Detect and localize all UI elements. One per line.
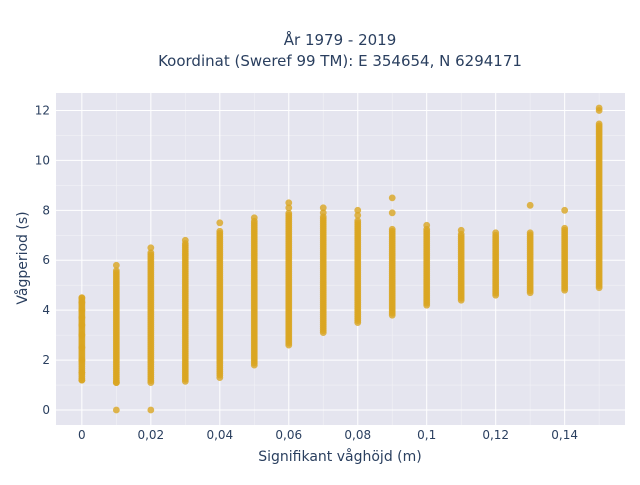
data-point: [561, 206, 569, 214]
y-tick-label: 2: [42, 353, 50, 367]
data-point: [78, 306, 86, 314]
data-point: [78, 356, 86, 364]
data-point: [354, 211, 362, 219]
data-point: [388, 209, 396, 217]
data-point: [112, 379, 120, 386]
data-point: [78, 299, 86, 307]
data-point: [354, 217, 362, 225]
data-point: [285, 209, 293, 217]
data-point: [595, 120, 603, 128]
y-tick-label: 10: [35, 153, 50, 167]
x-tick-label: 0: [78, 428, 86, 442]
data-point: [250, 214, 258, 222]
data-point: [78, 294, 86, 302]
data-point: [78, 331, 86, 339]
data-point: [285, 204, 293, 212]
x-tick-label: 0,04: [206, 428, 233, 442]
data-point: [354, 206, 362, 214]
data-point: [147, 249, 155, 257]
y-tick-label: 6: [42, 253, 50, 267]
data-point: [526, 201, 534, 209]
data-point: [423, 221, 431, 229]
data-point: [216, 227, 224, 235]
data-point: [112, 406, 120, 414]
data-point: [388, 225, 396, 233]
x-tick-labels: 0 0,02 0,04 0,06 0,08 0,1 0,12 0,14: [78, 428, 578, 442]
data-point: [216, 374, 224, 381]
x-tick-label: 0,06: [275, 428, 302, 442]
data-point: [492, 229, 500, 237]
data-point: [78, 376, 86, 384]
data-point: [319, 204, 327, 212]
data-point: [457, 226, 465, 234]
x-tick-label: 0,14: [551, 428, 578, 442]
data-point: [78, 369, 86, 376]
chart-title-line-1: År 1979 - 2019: [284, 30, 397, 49]
data-point: [216, 219, 224, 227]
y-tick-labels: 0 2 4 6 8 10 12: [35, 103, 50, 417]
data-point: [78, 344, 86, 352]
data-point: [78, 321, 86, 329]
y-tick-label: 8: [42, 203, 50, 217]
data-point: [526, 229, 534, 237]
data-point: [388, 194, 396, 202]
y-tick-label: 12: [35, 103, 50, 117]
x-axis-title: Signifikant våghöjd (m): [258, 448, 421, 465]
data-points: [78, 104, 603, 414]
data-point: [147, 244, 155, 252]
data-point: [181, 236, 189, 244]
x-tick-label: 0,02: [137, 428, 164, 442]
data-point: [561, 224, 569, 232]
x-tick-label: 0,1: [417, 428, 436, 442]
chart-title-line-2: Koordinat (Sweref 99 TM): E 354654, N 62…: [158, 52, 522, 70]
data-point: [147, 406, 155, 414]
data-point: [285, 199, 293, 207]
data-point: [112, 267, 120, 275]
y-tick-label: 4: [42, 303, 50, 317]
data-point: [78, 314, 86, 322]
y-tick-label: 0: [42, 403, 50, 417]
plot-background: [56, 93, 625, 425]
y-axis-title: Vågperiod (s): [14, 211, 31, 304]
x-tick-label: 0,12: [482, 428, 509, 442]
data-point: [595, 104, 603, 112]
data-point: [319, 209, 327, 217]
x-tick-label: 0,08: [344, 428, 371, 442]
data-point: [112, 261, 120, 269]
